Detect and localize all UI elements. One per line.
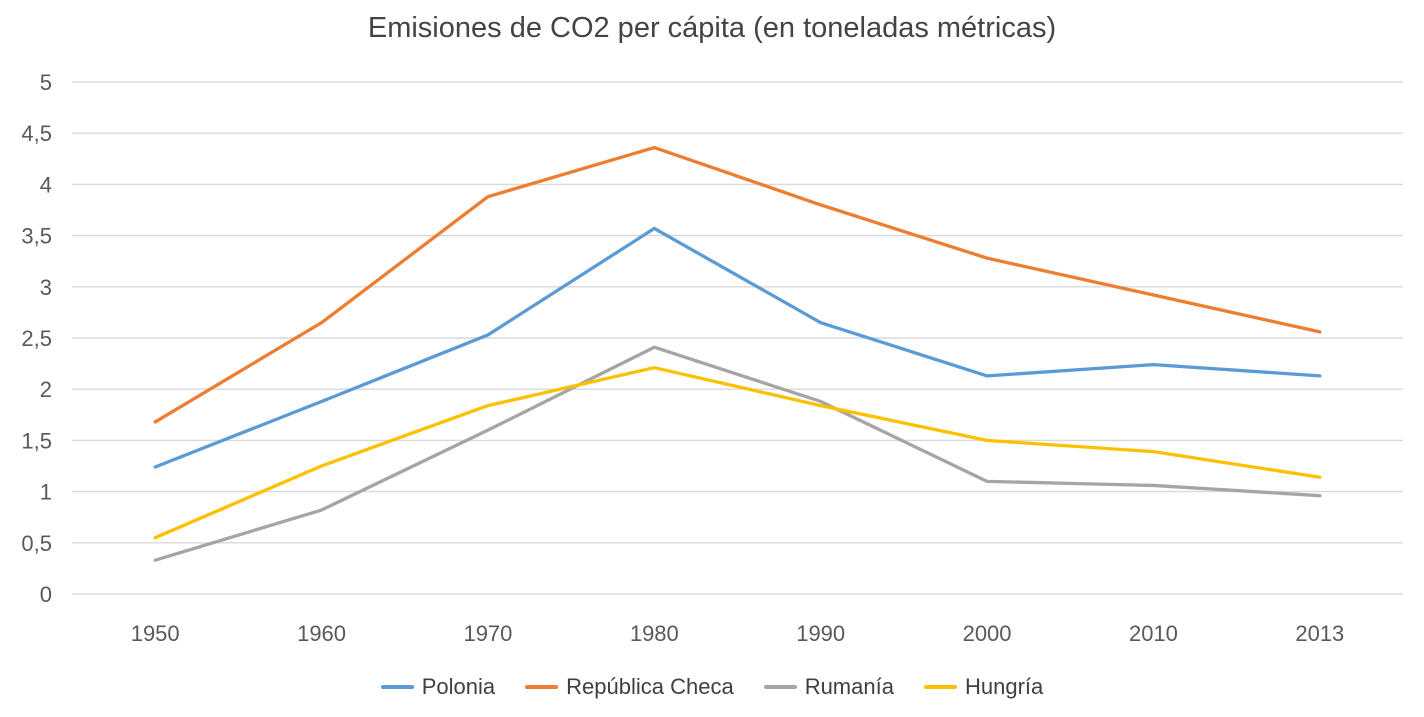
y-axis-tick-label: 4 xyxy=(40,172,52,197)
x-axis-tick-label: 2010 xyxy=(1129,621,1178,646)
legend-label-hungr-a: Hungría xyxy=(964,674,1044,699)
y-axis-tick-label: 5 xyxy=(40,70,52,95)
chart-legend: Polonia República Checa Rumanía Hungría xyxy=(0,674,1424,700)
series-line-ruman-a xyxy=(153,345,1322,562)
legend-line-swatch-polonia xyxy=(380,684,414,690)
series-line-hungr-a xyxy=(153,366,1322,540)
legend-item-hungr-a: Hungría xyxy=(923,674,1044,700)
x-axis-tick-label: 1990 xyxy=(796,621,845,646)
chart-title: Emisiones de CO2 per cápita (en tonelada… xyxy=(367,12,1057,44)
y-axis-tick-label: 0 xyxy=(40,582,52,607)
y-axis-tick-label: 2,5 xyxy=(21,326,52,351)
y-axis-tick-label: 1,5 xyxy=(21,428,52,453)
series-line-polonia xyxy=(153,226,1322,469)
legend-label-polonia: Polonia xyxy=(421,674,496,699)
legend-line-swatch-ruman-a xyxy=(763,684,797,690)
y-axis-tick-label: 3,5 xyxy=(21,224,52,249)
series-line-rep-blica-checa xyxy=(153,145,1322,424)
legend-label-ruman-a: Rumanía xyxy=(804,674,894,699)
y-axis-tick-label: 1 xyxy=(40,480,52,505)
y-axis-tick-label: 3 xyxy=(40,275,52,300)
legend-label-rep-blica-checa: República Checa xyxy=(566,674,734,699)
y-axis-tick-label: 4,5 xyxy=(21,121,52,146)
legend-line-swatch-rep-blica-checa xyxy=(525,684,559,690)
legend-line-swatch-hungr-a xyxy=(923,684,957,690)
y-axis-tick-label: 0,5 xyxy=(21,531,52,556)
x-axis-tick-label: 1980 xyxy=(630,621,679,646)
x-axis-tick-label: 1950 xyxy=(131,621,180,646)
legend-item-polonia: Polonia xyxy=(380,674,496,700)
x-axis-tick-label: 2000 xyxy=(963,621,1012,646)
x-axis-tick-label: 1970 xyxy=(463,621,512,646)
x-axis-tick-label: 2013 xyxy=(1295,621,1344,646)
x-axis-tick-label: 1960 xyxy=(297,621,346,646)
legend-item-rep-blica-checa: República Checa xyxy=(525,674,734,700)
legend-item-ruman-a: Rumanía xyxy=(763,674,894,700)
y-axis-tick-label: 2 xyxy=(40,377,52,402)
